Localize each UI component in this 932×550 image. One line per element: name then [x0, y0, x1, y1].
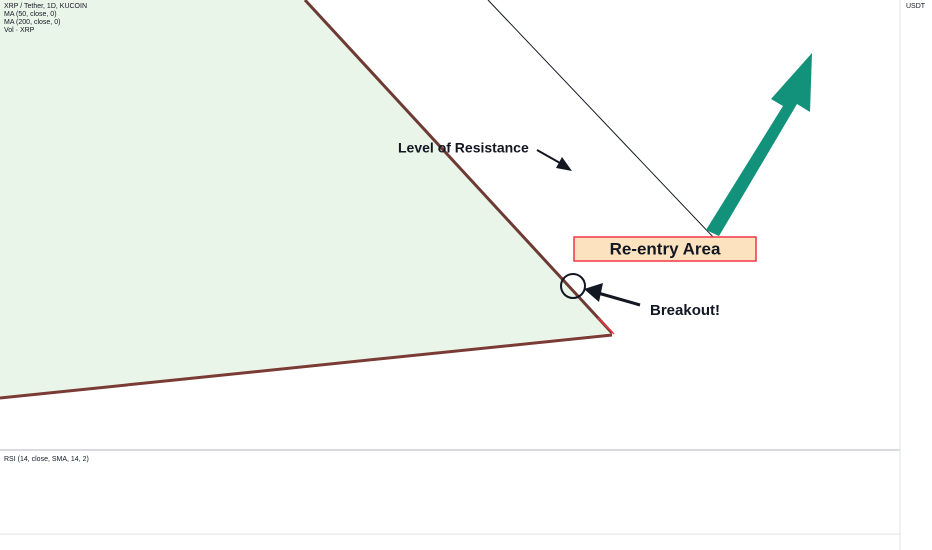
breakout-label: Breakout! [650, 302, 720, 319]
breakout-arrow [597, 291, 641, 307]
reentry-label: Re-entry Area [610, 239, 721, 258]
resistance-arrowhead [556, 157, 572, 171]
target-arrow [706, 53, 812, 236]
resistance-label: Level of Resistance [398, 140, 529, 156]
rsi-title: RSI (14, close, SMA, 14, 2) [4, 456, 89, 463]
triangle-zone [0, 0, 612, 398]
breakout-arrowhead [584, 283, 603, 302]
lower-trendline [0, 333, 613, 400]
legend-ma200: MA (200, close, 0) [4, 19, 60, 26]
diagonal-line [487, 0, 734, 259]
legend-ma50: MA (50, close, 0) [4, 11, 57, 18]
chart-title: XRP / Tether, 1D, KUCOIN [4, 3, 87, 10]
price-unit: USDT [906, 3, 926, 10]
resistance-arrow [536, 149, 561, 164]
apex-line [597, 317, 615, 335]
upper-trendline [303, 0, 614, 335]
breakout-circle [560, 273, 586, 299]
legend-volume: Vol · XRP [4, 27, 35, 34]
reentry-box [573, 236, 757, 262]
